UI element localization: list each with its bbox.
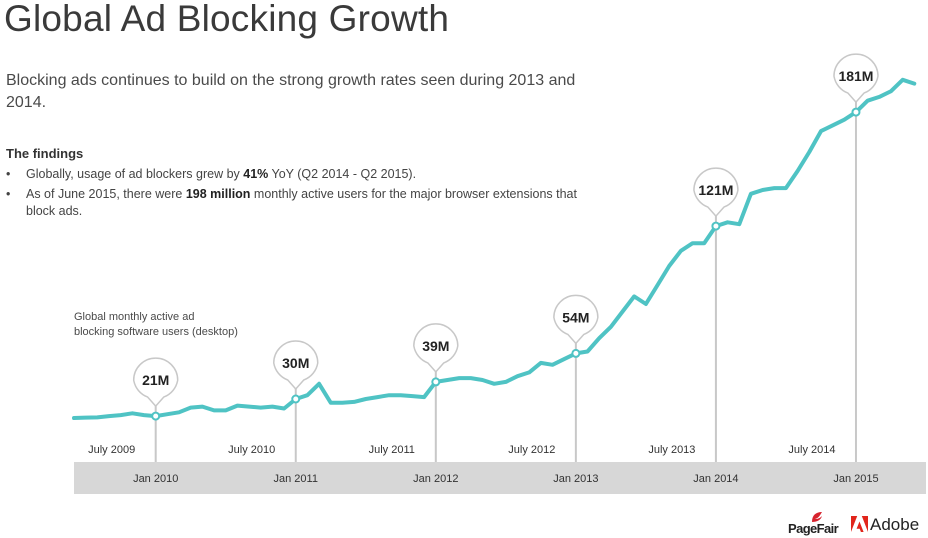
data-point-marker: [711, 221, 721, 231]
callout-label: 30M: [282, 355, 309, 371]
chart-annotation: Global monthly active ad blocking softwar…: [74, 311, 238, 338]
x-tick-label: Jan 2012: [413, 473, 458, 485]
x-axis-band: [74, 462, 926, 494]
finding-highlight: 198 million: [185, 187, 251, 201]
adobe-wordmark: Adobe: [870, 515, 920, 534]
x-tick-label: July 2014: [788, 444, 835, 456]
finding-text: Globally, usage of ad blockers grew by: [26, 167, 244, 181]
series-group: [72, 77, 917, 420]
finding-text: monthly active users for the major brows…: [26, 187, 577, 218]
callout-label: 54M: [562, 309, 589, 325]
x-tick-label: Jan 2014: [693, 473, 738, 485]
callout-label: 21M: [142, 372, 169, 388]
callout-label: 39M: [422, 338, 449, 354]
adobe-logo: Adobe: [851, 515, 925, 537]
adobe-mark-icon: [851, 516, 868, 532]
callout-markers: 21M 30M 39M 54M 121M 181M: [132, 53, 879, 421]
x-tick-label: Jan 2011: [274, 473, 318, 485]
callout-bubble: [833, 53, 879, 104]
x-top-ticks: July 2009 July 2010 July 2011 July 2012 July…: [88, 444, 835, 456]
finding-text: YoY (Q2 2014 - Q2 2015).: [268, 167, 417, 181]
bullet-icon: •: [6, 187, 11, 201]
pagefair-mark-icon: [812, 512, 822, 522]
x-tick-label: July 2010: [228, 444, 275, 456]
finding-highlight: 41%: [243, 167, 269, 181]
callout-bubble: [132, 357, 179, 408]
data-point-marker: [291, 394, 301, 404]
x-tick-label: July 2009: [88, 444, 135, 456]
x-tick-label: Jan 2010: [133, 473, 178, 485]
data-point-marker: [571, 348, 581, 358]
x-tick-label: Jan 2013: [553, 473, 598, 485]
x-tick-label: July 2013: [648, 444, 695, 456]
findings-heading: The findings: [6, 146, 84, 161]
pagefair-logo: PageFair: [788, 510, 840, 538]
x-tick-label: Jan 2015: [833, 473, 878, 485]
callout-bubble: [553, 294, 599, 345]
x-tick-label: July 2011: [369, 444, 415, 456]
finding-item: • As of June 2015, there were 198 millio…: [6, 186, 586, 220]
callout-label: 181M: [838, 68, 873, 84]
x-tick-label: July 2012: [508, 444, 555, 456]
callout-bubble: [693, 167, 739, 218]
series-line: [72, 77, 917, 420]
data-point-marker: [431, 377, 441, 387]
callout-bubble: [413, 323, 459, 374]
data-point-marker: [151, 411, 161, 421]
page-title: Global Ad Blocking Growth: [4, 0, 450, 39]
x-bottom-ticks: Jan 2010 Jan 2011 Jan 2012 Jan 2013 Jan 2014…: [133, 473, 879, 485]
callout-lines: [154, 82, 857, 462]
data-point-marker: [851, 107, 861, 117]
annotation-line: Global monthly active ad: [74, 311, 194, 323]
findings-list: • Globally, usage of ad blockers grew by…: [6, 166, 586, 223]
pagefair-wordmark: PageFair: [788, 521, 839, 536]
annotation-line: blocking software users (desktop): [74, 326, 238, 338]
bullet-icon: •: [6, 167, 11, 181]
callout-bubble: [273, 340, 319, 391]
page-subtitle: Blocking ads continues to build on the s…: [6, 72, 576, 111]
callout-label: 121M: [698, 182, 733, 198]
finding-item: • Globally, usage of ad blockers grew by…: [6, 166, 586, 183]
finding-text: As of June 2015, there were: [26, 187, 186, 201]
